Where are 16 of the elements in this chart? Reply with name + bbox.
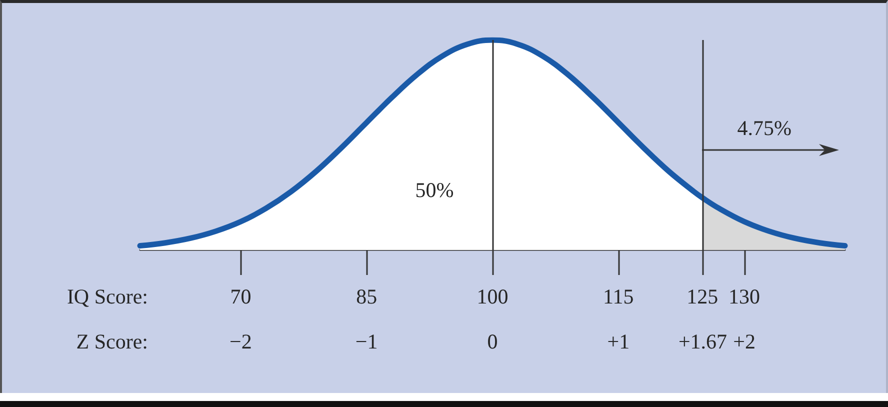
x2-tick-label: −1 [355, 330, 378, 354]
x-axis-title: IQ Score: [66, 284, 148, 308]
x2-tick-label: +1.67 [678, 330, 728, 354]
x-tick-label: 130 [728, 284, 760, 308]
x2-tick-label: 0 [487, 330, 498, 354]
x-tick-label: 85 [356, 284, 378, 308]
x2-tick-label: −2 [230, 330, 252, 354]
x2-tick-label: +1 [607, 330, 630, 354]
annotation: 4.75% [737, 116, 792, 140]
x2-tick-label: +2 [733, 330, 756, 354]
x-tick-label: 100 [476, 284, 508, 308]
x2-axis-title: Z Score: [76, 330, 148, 354]
x-tick-label: 125 [686, 284, 718, 308]
x-tick-label: 115 [603, 284, 634, 308]
annotation: 50% [415, 178, 454, 202]
x-tick-label: 70 [230, 284, 252, 308]
